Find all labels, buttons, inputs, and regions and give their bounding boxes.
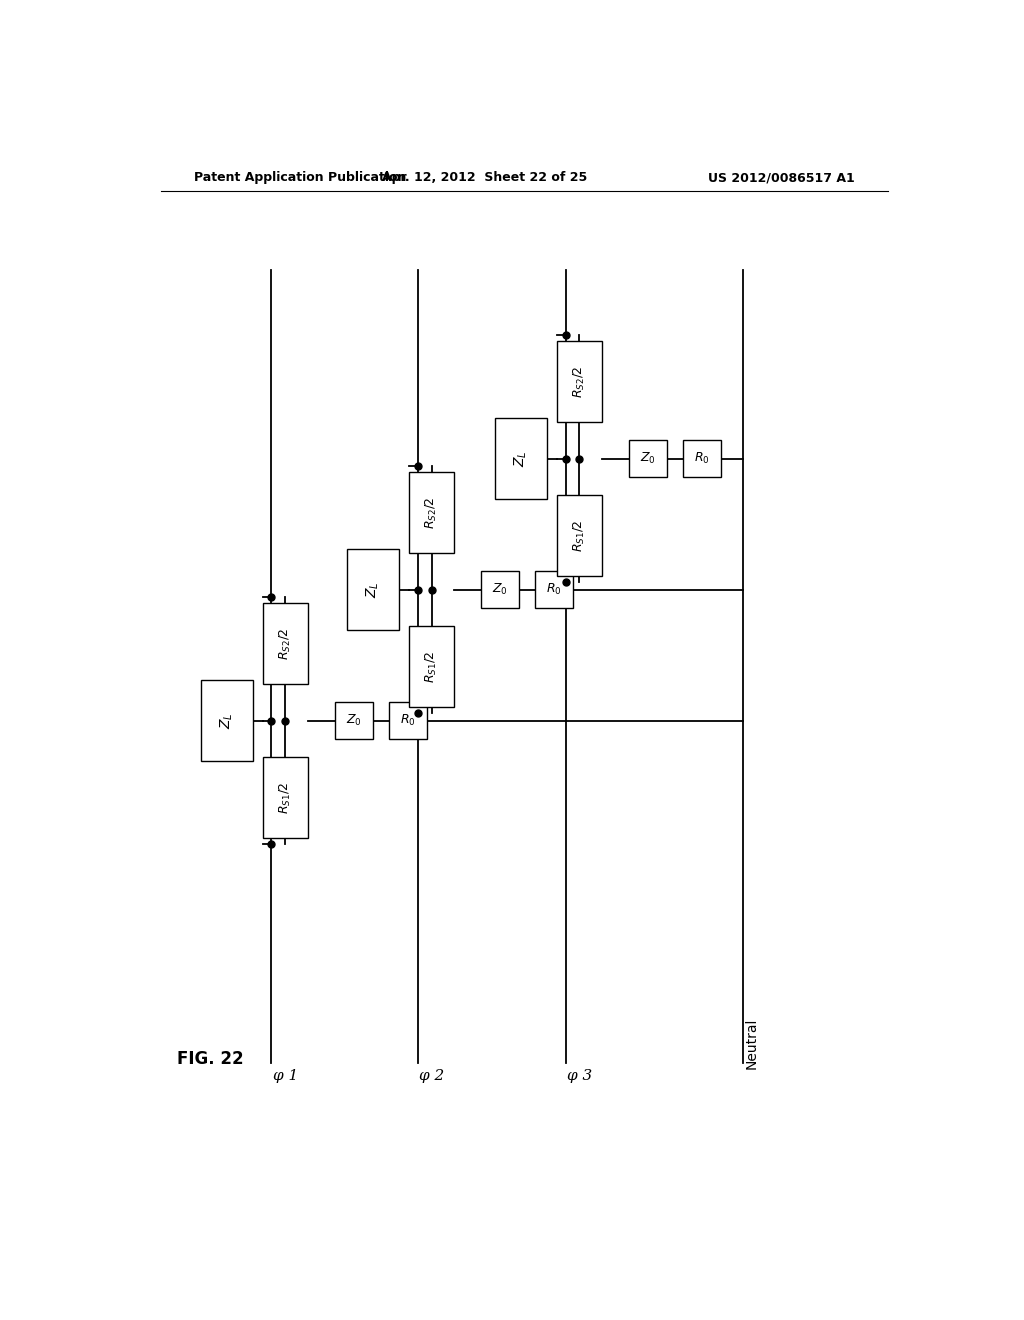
- Text: $R_{S2}/2$: $R_{S2}/2$: [572, 366, 587, 399]
- Text: $R_0$: $R_0$: [400, 713, 416, 729]
- Bar: [335, 702, 373, 739]
- Bar: [410, 626, 454, 706]
- Bar: [557, 342, 602, 422]
- Bar: [495, 418, 547, 499]
- Bar: [263, 603, 307, 684]
- Text: $Z_L$: $Z_L$: [513, 450, 529, 467]
- Text: $R_{S1}/2$: $R_{S1}/2$: [278, 781, 293, 813]
- Bar: [629, 441, 668, 478]
- Bar: [557, 495, 602, 576]
- Text: $Z_0$: $Z_0$: [640, 451, 656, 466]
- Text: $R_{S2}/2$: $R_{S2}/2$: [424, 496, 439, 529]
- Bar: [201, 680, 253, 760]
- Text: US 2012/0086517 A1: US 2012/0086517 A1: [708, 172, 854, 185]
- Bar: [388, 702, 427, 739]
- Text: Apr. 12, 2012  Sheet 22 of 25: Apr. 12, 2012 Sheet 22 of 25: [382, 172, 588, 185]
- Text: Neutral: Neutral: [744, 1018, 758, 1069]
- Bar: [347, 549, 399, 630]
- Text: φ 3: φ 3: [567, 1069, 593, 1084]
- Text: φ 1: φ 1: [273, 1069, 298, 1084]
- Text: $Z_L$: $Z_L$: [218, 713, 236, 729]
- Text: $R_{S2}/2$: $R_{S2}/2$: [278, 627, 293, 660]
- Text: $Z_0$: $Z_0$: [493, 582, 508, 597]
- Bar: [481, 572, 519, 609]
- Bar: [683, 441, 721, 478]
- Text: $R_{S1}/2$: $R_{S1}/2$: [424, 651, 439, 682]
- Text: $R_0$: $R_0$: [694, 451, 710, 466]
- Text: φ 2: φ 2: [419, 1069, 444, 1084]
- Text: $Z_L$: $Z_L$: [365, 581, 381, 598]
- Text: $R_0$: $R_0$: [546, 582, 562, 597]
- Text: $R_{S1}/2$: $R_{S1}/2$: [572, 519, 587, 552]
- Text: Patent Application Publication: Patent Application Publication: [194, 172, 407, 185]
- Bar: [263, 756, 307, 838]
- Bar: [535, 572, 573, 609]
- Bar: [410, 473, 454, 553]
- Text: FIG. 22: FIG. 22: [177, 1051, 244, 1068]
- Text: $Z_0$: $Z_0$: [346, 713, 361, 729]
